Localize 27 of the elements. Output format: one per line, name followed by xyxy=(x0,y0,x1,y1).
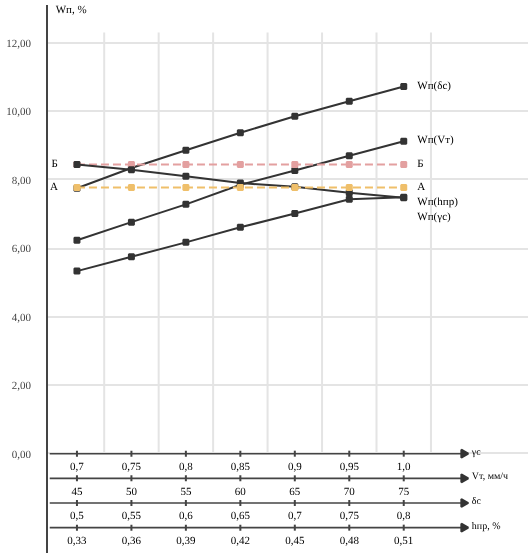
point xyxy=(182,200,190,208)
point xyxy=(182,146,190,154)
point xyxy=(236,223,244,231)
point xyxy=(182,238,190,246)
point xyxy=(345,97,353,105)
point xyxy=(345,195,353,203)
point xyxy=(73,236,81,244)
point xyxy=(400,83,408,91)
point xyxy=(345,152,353,160)
point xyxy=(345,161,353,169)
point xyxy=(127,218,135,226)
point xyxy=(400,161,408,169)
point xyxy=(127,253,135,261)
point xyxy=(127,184,135,192)
point xyxy=(182,161,190,169)
point xyxy=(345,184,353,192)
point xyxy=(236,129,244,137)
point xyxy=(400,137,408,145)
point xyxy=(291,210,299,218)
point xyxy=(291,112,299,120)
point xyxy=(291,166,299,174)
point xyxy=(291,161,299,169)
point xyxy=(236,161,244,169)
point xyxy=(400,184,408,192)
point xyxy=(73,267,81,275)
point xyxy=(182,184,190,192)
point xyxy=(182,172,190,180)
